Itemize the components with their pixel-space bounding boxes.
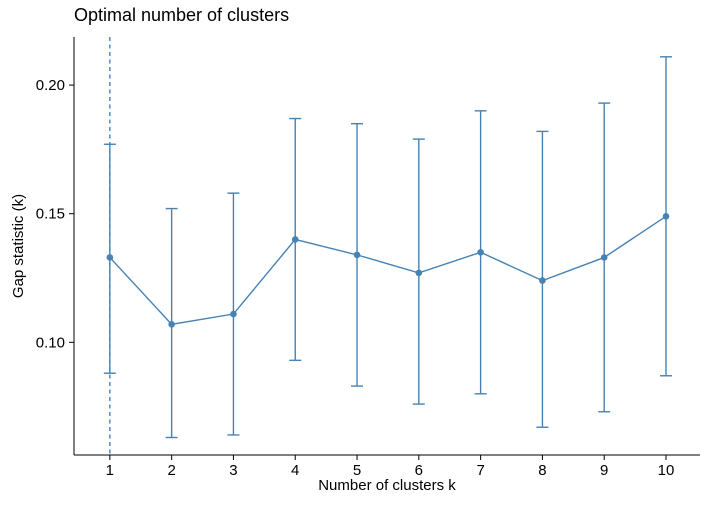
data-point	[539, 277, 546, 284]
x-axis-label: Number of clusters k	[318, 477, 456, 494]
data-point	[477, 249, 484, 256]
gap-statistic-series-line	[109, 215, 667, 326]
x-tick-label: 2	[167, 462, 175, 479]
y-tick-label: 0.10	[36, 334, 65, 351]
data-point	[662, 212, 670, 220]
y-tick-label: 0.15	[36, 206, 65, 223]
data-point	[291, 236, 299, 243]
plot-area: 0.10 0.15 0.20 1 2 3 4 5 6 7 8 9 10	[36, 37, 700, 479]
data-point	[230, 310, 237, 318]
x-tick-label: 7	[476, 462, 484, 479]
x-tick-label: 4	[291, 462, 299, 479]
data-point	[168, 321, 175, 328]
data-point	[600, 254, 608, 261]
data-point	[353, 251, 361, 259]
x-tick-label: 3	[229, 462, 237, 479]
chart-title: Optimal number of clusters	[74, 5, 289, 25]
x-tick-label: 1	[106, 462, 114, 479]
x-tick-label: 9	[600, 462, 608, 479]
x-tick-label: 10	[658, 462, 675, 479]
x-tick-label: 6	[415, 462, 423, 479]
x-tick-label: 8	[538, 462, 546, 479]
data-point	[106, 254, 114, 261]
data-point	[415, 269, 423, 277]
y-tick-label: 0.20	[36, 77, 65, 94]
y-axis-label: Gap statistic (k)	[10, 194, 27, 298]
x-tick-label: 5	[353, 462, 361, 479]
